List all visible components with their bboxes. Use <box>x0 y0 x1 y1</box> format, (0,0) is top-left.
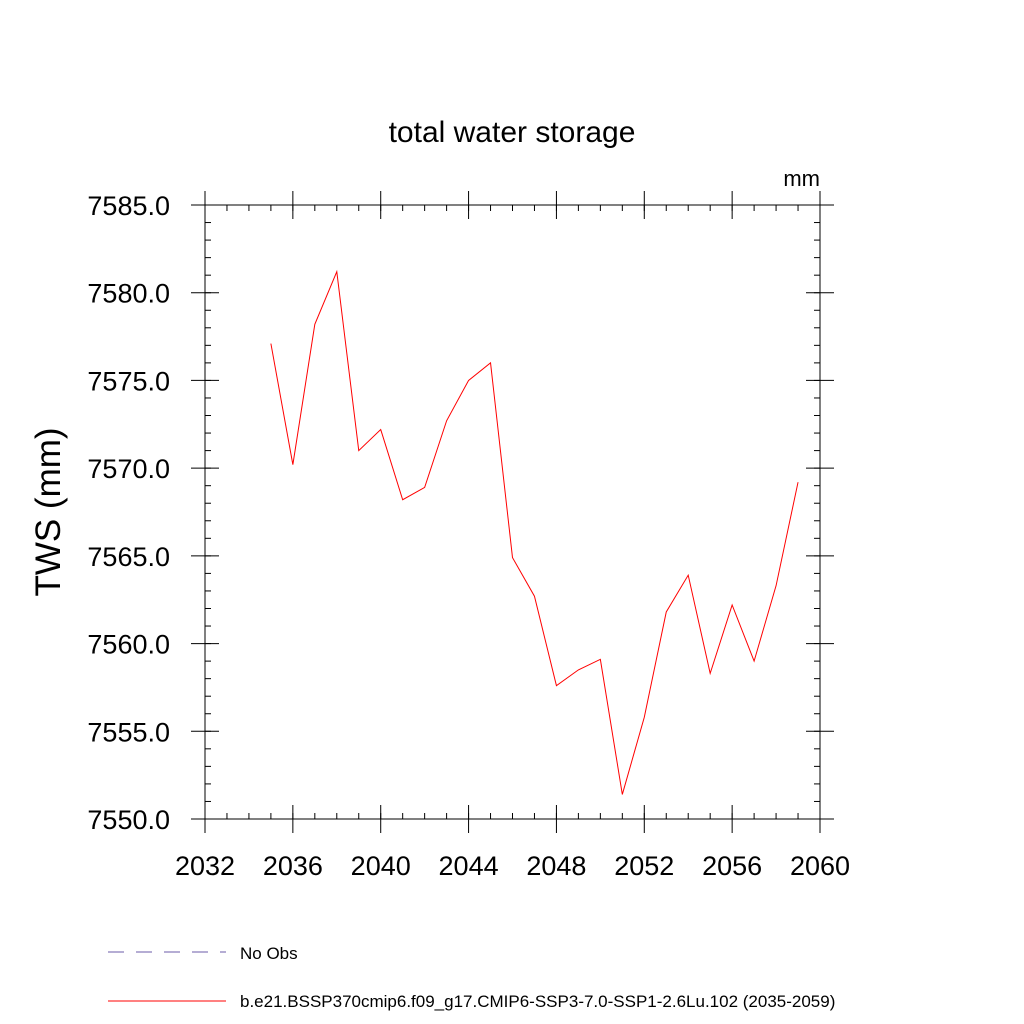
x-tick-label: 2052 <box>614 851 674 881</box>
legend-label-model-run: b.e21.BSSP370cmip6.f09_g17.CMIP6-SSP3-7.… <box>240 992 835 1011</box>
x-tick-label: 2048 <box>526 851 586 881</box>
x-tick-label: 2040 <box>351 851 411 881</box>
y-tick-label: 7575.0 <box>87 366 170 396</box>
y-tick-label: 7585.0 <box>87 191 170 221</box>
legend: No Obs b.e21.BSSP370cmip6.f09_g17.CMIP6-… <box>108 944 835 1011</box>
x-tick-label: 2036 <box>263 851 323 881</box>
x-tick-label: 2044 <box>439 851 499 881</box>
units-label: mm <box>783 166 820 191</box>
legend-label-no-obs: No Obs <box>240 944 298 963</box>
x-tick-label: 2032 <box>175 851 235 881</box>
y-tick-label: 7555.0 <box>87 717 170 747</box>
y-tick-label: 7565.0 <box>87 542 170 572</box>
plot-frame <box>204 204 821 820</box>
y-axis-label: TWS (mm) <box>29 427 68 596</box>
y-tick-label: 7550.0 <box>87 805 170 835</box>
chart-title: total water storage <box>389 116 636 149</box>
tick-labels: 7550.0 7555.0 7560.0 7565.0 7570.0 7575.0 7580… <box>87 191 850 881</box>
y-tick-label: 7580.0 <box>87 279 170 309</box>
major-ticks <box>191 191 834 833</box>
series-line-model-run <box>270 269 799 795</box>
x-tick-label: 2056 <box>702 851 762 881</box>
x-tick-label: 2060 <box>790 851 850 881</box>
series-layer <box>270 269 799 795</box>
y-tick-label: 7560.0 <box>87 630 170 660</box>
y-tick-label: 7570.0 <box>87 454 170 484</box>
minor-ticks <box>204 204 821 820</box>
